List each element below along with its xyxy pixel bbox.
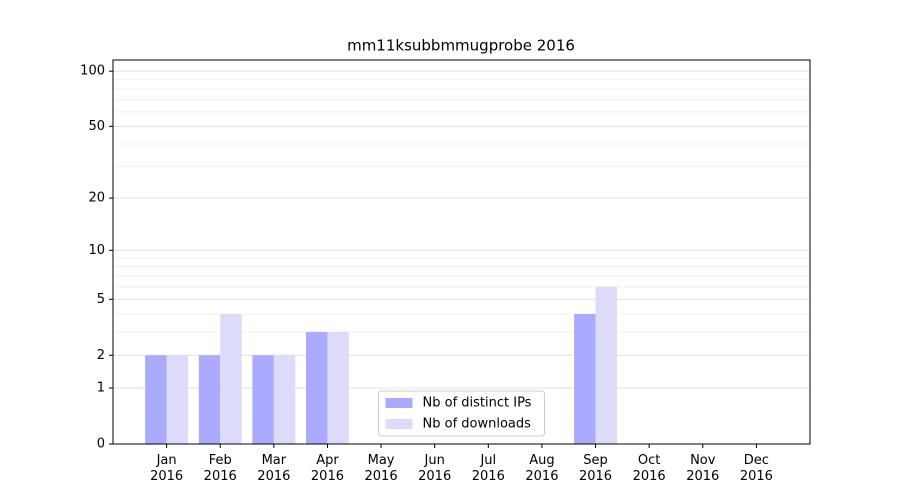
legend-label: Nb of downloads bbox=[423, 417, 532, 432]
bar bbox=[252, 355, 274, 444]
bar bbox=[198, 355, 221, 444]
x-tick-label: Aug 2016 bbox=[525, 453, 559, 484]
bar bbox=[220, 313, 242, 444]
y-tick-label: 50 bbox=[88, 119, 105, 134]
y-tick-label: 2 bbox=[97, 348, 105, 363]
x-tick-label: Nov 2016 bbox=[686, 453, 720, 484]
x-tick-label: May 2016 bbox=[364, 453, 398, 484]
legend-box bbox=[378, 390, 545, 437]
x-tick-label: Jul 2016 bbox=[471, 453, 505, 484]
x-tick-label: Oct 2016 bbox=[632, 453, 666, 484]
bar bbox=[595, 286, 617, 444]
bar bbox=[574, 313, 596, 444]
chart-title: mm11ksubbmmugprobe 2016 bbox=[347, 37, 575, 55]
y-tick-label: 10 bbox=[88, 243, 105, 258]
y-tick-label: 20 bbox=[88, 191, 105, 206]
y-tick-label: 5 bbox=[97, 292, 105, 307]
y-tick-label: 0 bbox=[97, 437, 105, 452]
x-tick-label: Jan 2016 bbox=[150, 453, 184, 484]
x-tick-label: Jun 2016 bbox=[418, 453, 452, 484]
plot-frame bbox=[112, 59, 811, 445]
y-tick-label: 1 bbox=[97, 381, 105, 396]
x-tick-label: Feb 2016 bbox=[203, 453, 237, 484]
x-tick-label: Dec 2016 bbox=[739, 453, 773, 484]
legend-swatch bbox=[385, 398, 413, 408]
x-tick-label: Sep 2016 bbox=[578, 453, 613, 484]
legend: Nb of distinct IPs Nb of downloads bbox=[378, 390, 545, 437]
y-tick-label: 100 bbox=[80, 64, 105, 79]
bar bbox=[273, 355, 296, 444]
legend-label: Nb of distinct IPs bbox=[423, 396, 532, 411]
bar bbox=[306, 332, 328, 444]
bar bbox=[166, 355, 189, 444]
legend-swatch bbox=[385, 419, 413, 429]
x-tick-label: Mar 2016 bbox=[257, 453, 291, 484]
bar bbox=[327, 332, 349, 444]
bar bbox=[145, 355, 167, 444]
x-tick-label: Apr 2016 bbox=[310, 453, 344, 484]
